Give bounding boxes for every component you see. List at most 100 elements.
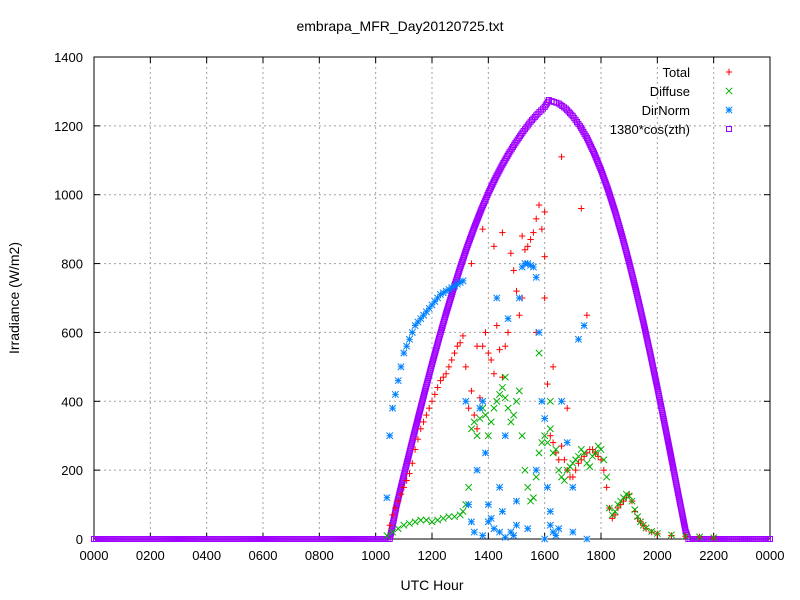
data-point xyxy=(446,300,453,307)
data-point xyxy=(546,397,554,405)
data-point xyxy=(481,411,490,419)
data-point xyxy=(473,425,481,433)
data-point xyxy=(558,153,565,161)
data-point xyxy=(444,306,451,313)
data-point xyxy=(484,518,492,526)
data-point xyxy=(391,390,399,398)
data-point xyxy=(501,373,509,381)
data-point xyxy=(578,205,585,212)
data-point xyxy=(405,335,414,343)
data-point xyxy=(595,161,602,168)
x-tick-label: 0800 xyxy=(305,548,334,563)
data-point xyxy=(546,425,554,433)
data-point xyxy=(461,251,468,258)
data-point xyxy=(475,214,482,221)
data-point xyxy=(538,225,546,233)
x-tick-label: 0400 xyxy=(192,548,221,563)
data-point xyxy=(592,153,599,160)
data-point xyxy=(682,525,689,532)
data-point xyxy=(541,208,548,216)
data-point xyxy=(529,494,537,502)
data-point xyxy=(479,397,487,405)
data-point xyxy=(444,304,451,311)
data-point xyxy=(646,348,653,355)
data-point xyxy=(587,142,594,149)
data-point xyxy=(600,172,607,179)
data-point xyxy=(594,159,601,166)
data-point xyxy=(589,146,596,153)
data-point xyxy=(491,177,498,184)
data-point xyxy=(625,257,632,264)
data-point xyxy=(482,329,489,336)
data-point xyxy=(476,210,483,217)
data-point xyxy=(524,483,532,491)
data-point xyxy=(598,166,604,173)
data-point xyxy=(567,110,574,117)
data-point xyxy=(535,449,543,457)
data-point xyxy=(603,473,611,481)
data-point xyxy=(430,355,437,362)
y-tick-label: 1400 xyxy=(54,50,83,65)
data-point xyxy=(476,404,484,412)
data-point xyxy=(583,312,591,319)
data-point xyxy=(498,383,506,392)
data-point xyxy=(471,411,478,419)
data-point xyxy=(464,241,471,248)
data-point xyxy=(502,343,509,350)
data-point xyxy=(411,446,419,453)
data-point xyxy=(490,370,498,377)
data-point xyxy=(421,389,428,396)
data-point xyxy=(407,445,414,452)
data-point xyxy=(418,399,425,406)
data-point xyxy=(433,343,440,350)
data-point xyxy=(468,232,475,239)
data-point xyxy=(507,418,515,426)
series-1 xyxy=(383,349,718,542)
data-point xyxy=(496,528,504,536)
x-tick-label: 0200 xyxy=(136,548,165,563)
data-point xyxy=(386,522,393,529)
data-point xyxy=(515,387,523,395)
legend-marker xyxy=(726,126,732,132)
data-point xyxy=(559,103,566,110)
data-point xyxy=(696,533,704,541)
data-point xyxy=(383,532,391,540)
x-tick-label: 2200 xyxy=(699,548,728,563)
data-point xyxy=(431,353,438,360)
data-point xyxy=(496,483,504,491)
data-point xyxy=(490,243,498,250)
data-point xyxy=(471,224,478,231)
data-point xyxy=(447,294,454,301)
data-point xyxy=(489,180,496,187)
x-tick-label: 1400 xyxy=(474,548,503,563)
data-point xyxy=(449,289,456,296)
y-tick-label: 0 xyxy=(76,532,83,547)
x-tick-label: 1800 xyxy=(587,548,616,563)
data-point xyxy=(518,432,526,440)
data-point xyxy=(430,357,437,364)
data-point xyxy=(555,525,563,533)
data-point xyxy=(536,109,543,116)
data-point xyxy=(574,335,583,343)
data-point xyxy=(600,174,607,181)
data-point xyxy=(488,182,495,189)
data-point xyxy=(395,497,402,505)
data-point xyxy=(598,168,605,175)
data-point xyxy=(543,100,550,107)
data-point xyxy=(425,404,433,412)
data-point xyxy=(422,516,430,524)
data-point xyxy=(468,387,475,395)
data-point xyxy=(487,184,494,191)
data-point xyxy=(586,463,594,471)
data-point xyxy=(628,497,636,505)
data-point xyxy=(549,439,557,446)
data-point xyxy=(400,349,408,357)
data-point xyxy=(442,370,450,377)
data-point xyxy=(428,518,436,526)
data-point xyxy=(591,449,599,457)
data-point xyxy=(538,107,545,114)
data-point xyxy=(431,351,438,358)
series-3 xyxy=(91,97,773,542)
data-point xyxy=(538,397,546,405)
data-point xyxy=(580,453,588,460)
